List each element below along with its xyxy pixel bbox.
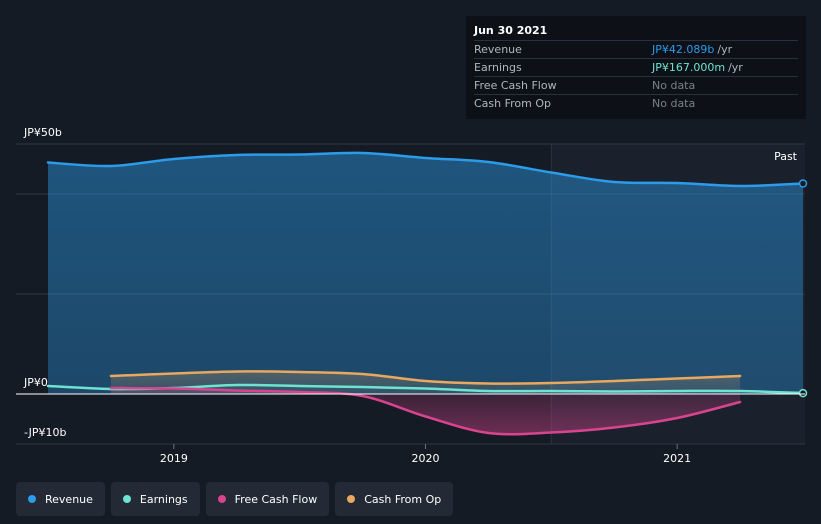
tooltip-suffix: /yr xyxy=(717,43,733,56)
free-cash-flow-dot-icon xyxy=(217,495,226,503)
tooltip-value: JP¥167.000m xyxy=(652,61,726,74)
free-cash-flow-line xyxy=(109,386,742,436)
tooltip-label: Cash From Op xyxy=(474,97,552,110)
tooltip-label: Revenue xyxy=(474,43,522,56)
x-tick-label: 2020 xyxy=(412,452,440,465)
tooltip-row-cash-from-op: Cash From Op No data xyxy=(474,95,798,112)
revenue-area xyxy=(48,152,803,394)
tooltip-row-earnings: Earnings JP¥167.000m /yr xyxy=(474,59,798,77)
x-tick-label: 2019 xyxy=(160,452,188,465)
tooltip-date: Jun 30 2021 xyxy=(474,22,798,41)
y-tick-label: JP¥0 xyxy=(23,376,48,389)
legend-label: Earnings xyxy=(139,492,188,506)
tooltip-row-revenue: Revenue JP¥42.089b /yr xyxy=(474,41,798,59)
y-tick-label: -JP¥10b xyxy=(24,426,66,439)
cash-from-op-area xyxy=(110,371,741,394)
earnings-dot-icon xyxy=(122,495,131,503)
revenue-end-point xyxy=(798,179,808,188)
tooltip-panel: Jun 30 2021 Revenue JP¥42.089b /yr Earni… xyxy=(466,16,806,119)
legend-item-cash-from-op[interactable]: Cash From Op xyxy=(335,482,454,516)
legend: Revenue Earnings Free Cash Flow Cash Fro… xyxy=(16,482,454,516)
tooltip-label: Free Cash Flow xyxy=(474,79,557,92)
legend-label: Cash From Op xyxy=(364,492,442,506)
revenue-line xyxy=(46,151,805,188)
legend-item-free-cash-flow[interactable]: Free Cash Flow xyxy=(205,482,330,516)
past-label: Past xyxy=(774,150,798,163)
y-tick-label: JP¥50b xyxy=(23,126,62,139)
cash-from-op-line xyxy=(109,370,742,385)
tooltip-suffix: /yr xyxy=(728,61,743,74)
tooltip-row-free-cash-flow: Free Cash Flow No data xyxy=(474,77,798,95)
free-cash-flow-area xyxy=(110,388,741,435)
legend-label: Free Cash Flow xyxy=(234,492,318,506)
revenue-dot-icon xyxy=(28,495,36,503)
tooltip-value: No data xyxy=(652,97,696,110)
x-tick-label: 2021 xyxy=(663,452,691,465)
legend-item-revenue[interactable]: Revenue xyxy=(16,482,105,516)
legend-label: Revenue xyxy=(45,492,93,506)
legend-item-earnings[interactable]: Earnings xyxy=(110,482,200,516)
cash-from-op-dot-icon xyxy=(347,495,356,503)
tooltip-value: No data xyxy=(652,79,696,92)
tooltip-label: Earnings xyxy=(474,61,522,74)
tooltip-value: JP¥42.089b xyxy=(652,43,715,56)
earnings-end-point xyxy=(798,388,808,398)
